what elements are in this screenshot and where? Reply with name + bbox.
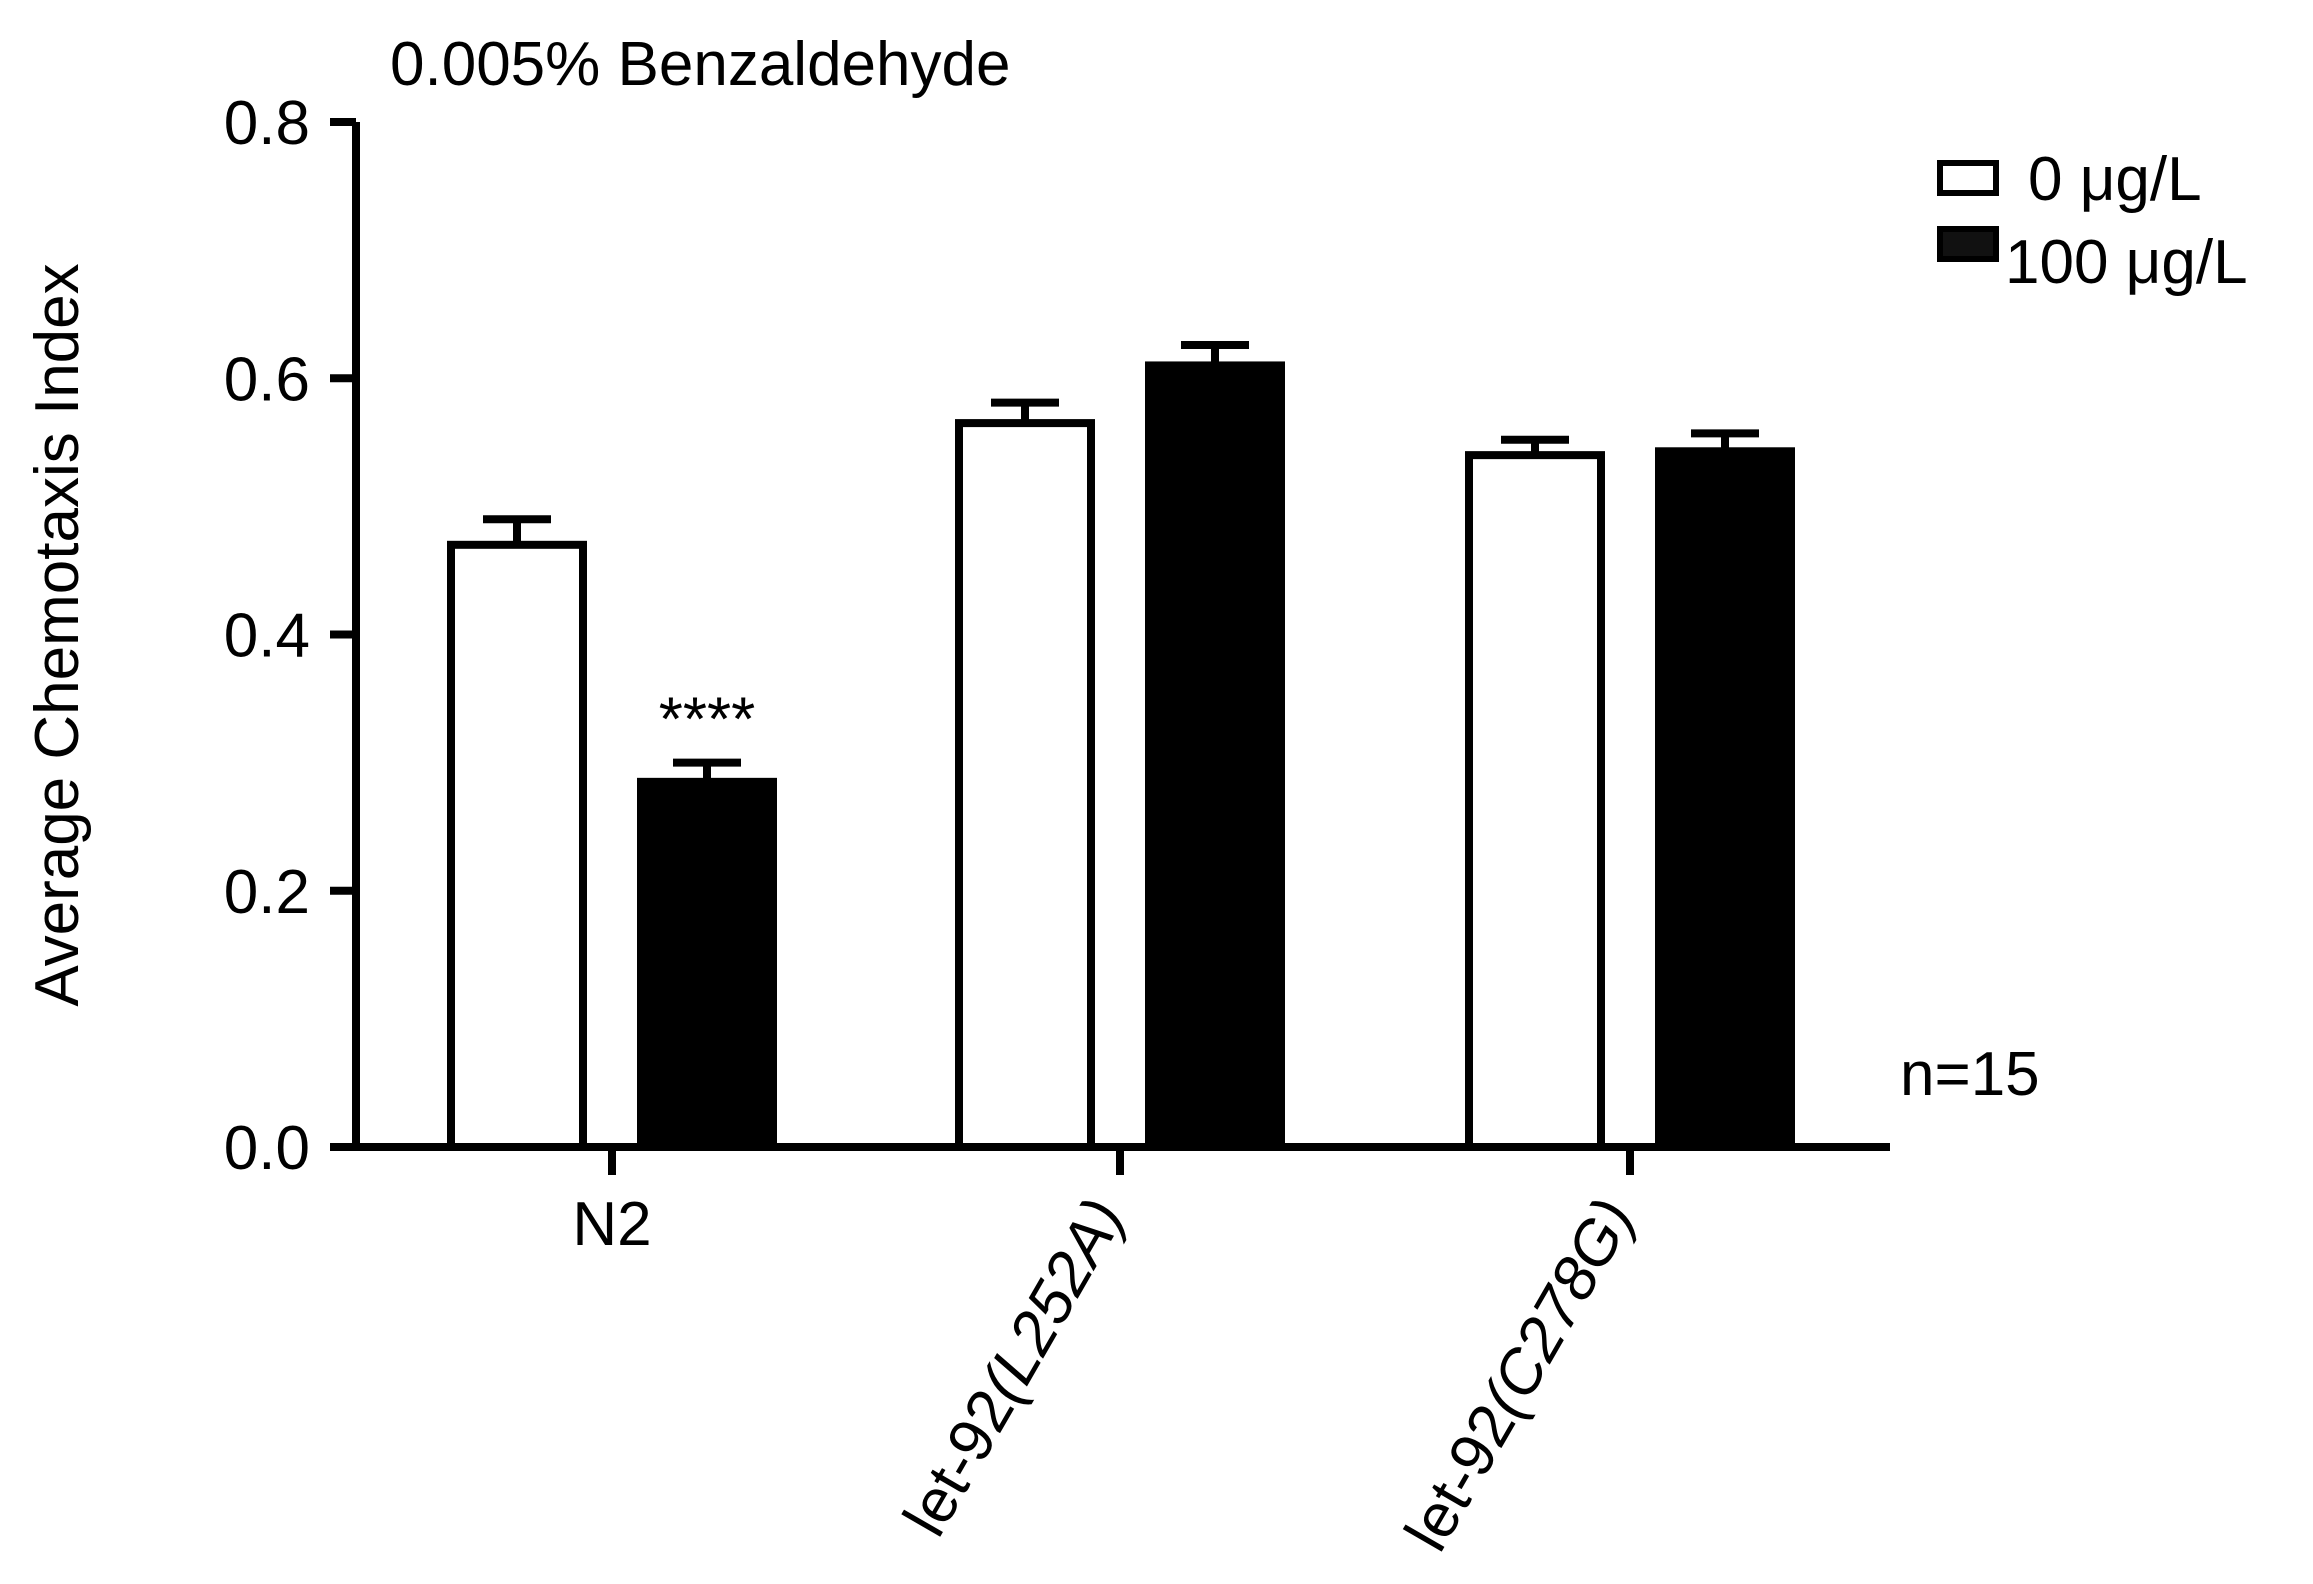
x-ticks-group: N2 let-92(L252A) let-92(C278G) [572, 1147, 1648, 1562]
x-tick-label: let-92(C278G) [1392, 1188, 1648, 1563]
bar-n2-series-0 [447, 540, 587, 1151]
error-bars-group [483, 340, 1759, 782]
y-tick-label: 0.8 [224, 89, 310, 158]
y-tick-label: 0.2 [224, 858, 310, 927]
bar-let-92-l252a--series-1 [1145, 361, 1285, 1151]
chart-title: 0.005% Benzaldehyde [390, 30, 1010, 99]
y-ticks-group: 0.0 0.2 0.4 0.6 0.8 [224, 89, 356, 1183]
legend-swatch-1 [1937, 226, 1999, 262]
y-tick-label: 0.0 [224, 1114, 310, 1183]
y-tick-label: 0.6 [224, 345, 310, 414]
y-axis-title: Average Chemotaxis Index [23, 263, 92, 1006]
bar-let-92-c278g--series-0 [1465, 451, 1605, 1151]
y-tick-label: 0.4 [224, 602, 310, 671]
legend: 0 μg/L 100 μg/L [1937, 145, 2248, 297]
legend-swatch-0 [1937, 160, 1999, 196]
bars-group [447, 361, 1795, 1151]
bar-n2-series-1 [637, 777, 777, 1151]
significance-label: **** [659, 686, 756, 755]
legend-label-1: 100 μg/L [2005, 228, 2248, 297]
sample-size-label: n=15 [1900, 1040, 2040, 1109]
bar-let-92-c278g--series-1 [1655, 447, 1795, 1151]
x-tick-label: N2 [572, 1190, 651, 1259]
legend-label-0: 0 μg/L [2028, 145, 2202, 214]
x-tick-label: let-92(L252A) [891, 1188, 1139, 1548]
bar-let-92-l252a--series-0 [955, 419, 1095, 1151]
